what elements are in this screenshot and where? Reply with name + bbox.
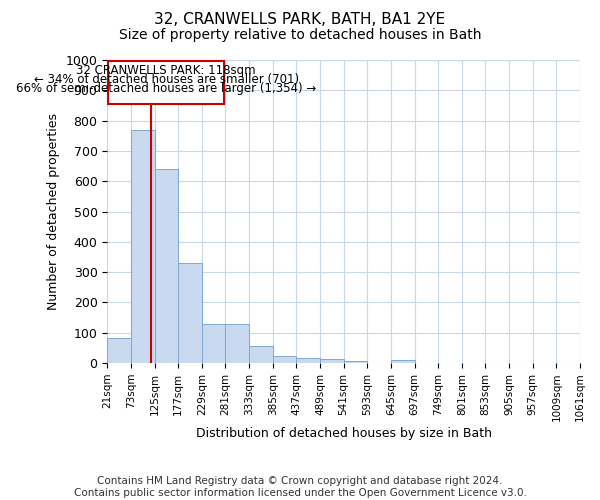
Bar — [226, 324, 249, 363]
Bar — [344, 360, 367, 363]
Text: Size of property relative to detached houses in Bath: Size of property relative to detached ho… — [119, 28, 481, 42]
Text: ← 34% of detached houses are smaller (701): ← 34% of detached houses are smaller (70… — [34, 72, 299, 86]
Bar — [249, 346, 272, 363]
Bar — [391, 360, 415, 363]
Bar — [155, 169, 178, 363]
Text: Contains HM Land Registry data © Crown copyright and database right 2024.
Contai: Contains HM Land Registry data © Crown c… — [74, 476, 526, 498]
Text: 66% of semi-detached houses are larger (1,354) →: 66% of semi-detached houses are larger (… — [16, 82, 316, 95]
Bar — [320, 360, 344, 363]
FancyBboxPatch shape — [108, 60, 224, 104]
Bar — [202, 324, 226, 363]
Bar — [107, 338, 131, 363]
Text: 32, CRANWELLS PARK, BATH, BA1 2YE: 32, CRANWELLS PARK, BATH, BA1 2YE — [154, 12, 446, 28]
Y-axis label: Number of detached properties: Number of detached properties — [47, 113, 60, 310]
Bar — [178, 263, 202, 363]
Bar — [272, 356, 296, 363]
X-axis label: Distribution of detached houses by size in Bath: Distribution of detached houses by size … — [196, 427, 491, 440]
Bar — [131, 130, 155, 363]
Bar — [296, 358, 320, 363]
Text: 32 CRANWELLS PARK: 118sqm: 32 CRANWELLS PARK: 118sqm — [76, 64, 256, 76]
